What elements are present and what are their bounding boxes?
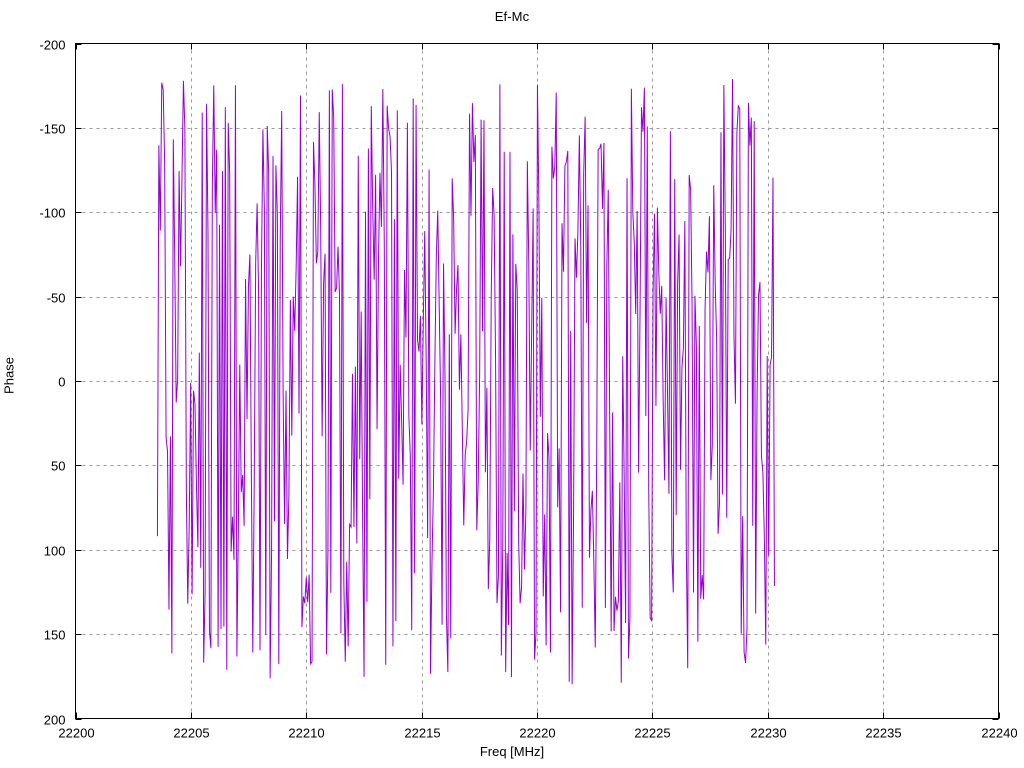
page-title: Ef-Mc <box>494 9 530 24</box>
x-tick-label: 22215 <box>404 726 440 741</box>
x-tick-label: 22230 <box>750 726 786 741</box>
x-tick-label: 22225 <box>634 726 670 741</box>
axis-ticks <box>75 43 1000 720</box>
y-tick-label: 150 <box>44 628 66 643</box>
y-tick-label: -50 <box>47 291 66 306</box>
y-tick-label: 200 <box>44 713 66 728</box>
tick-labels: 200 150 100 50 0 -50 -100 -150 -200 22200 22205 222… <box>39 38 1017 741</box>
x-tick-label: 22200 <box>58 726 94 741</box>
x-axis-label: Freq [MHz] <box>479 744 545 759</box>
x-tick-label: 22240 <box>981 726 1017 741</box>
y-tick-label: -100 <box>39 206 65 221</box>
y-tick-label: -150 <box>39 122 65 137</box>
data-series-line <box>156 79 775 685</box>
x-tick-label: 22220 <box>519 726 555 741</box>
x-tick-label: 22210 <box>288 726 324 741</box>
x-tick-label: 22205 <box>173 726 209 741</box>
y-tick-label: 100 <box>44 544 66 559</box>
plot-border <box>75 43 999 719</box>
y-tick-label: 0 <box>58 375 65 390</box>
y-axis-label: Phase <box>1 357 17 394</box>
y-tick-label: 50 <box>51 459 65 474</box>
x-tick-label: 22235 <box>865 726 901 741</box>
y-tick-label: -200 <box>39 38 65 53</box>
